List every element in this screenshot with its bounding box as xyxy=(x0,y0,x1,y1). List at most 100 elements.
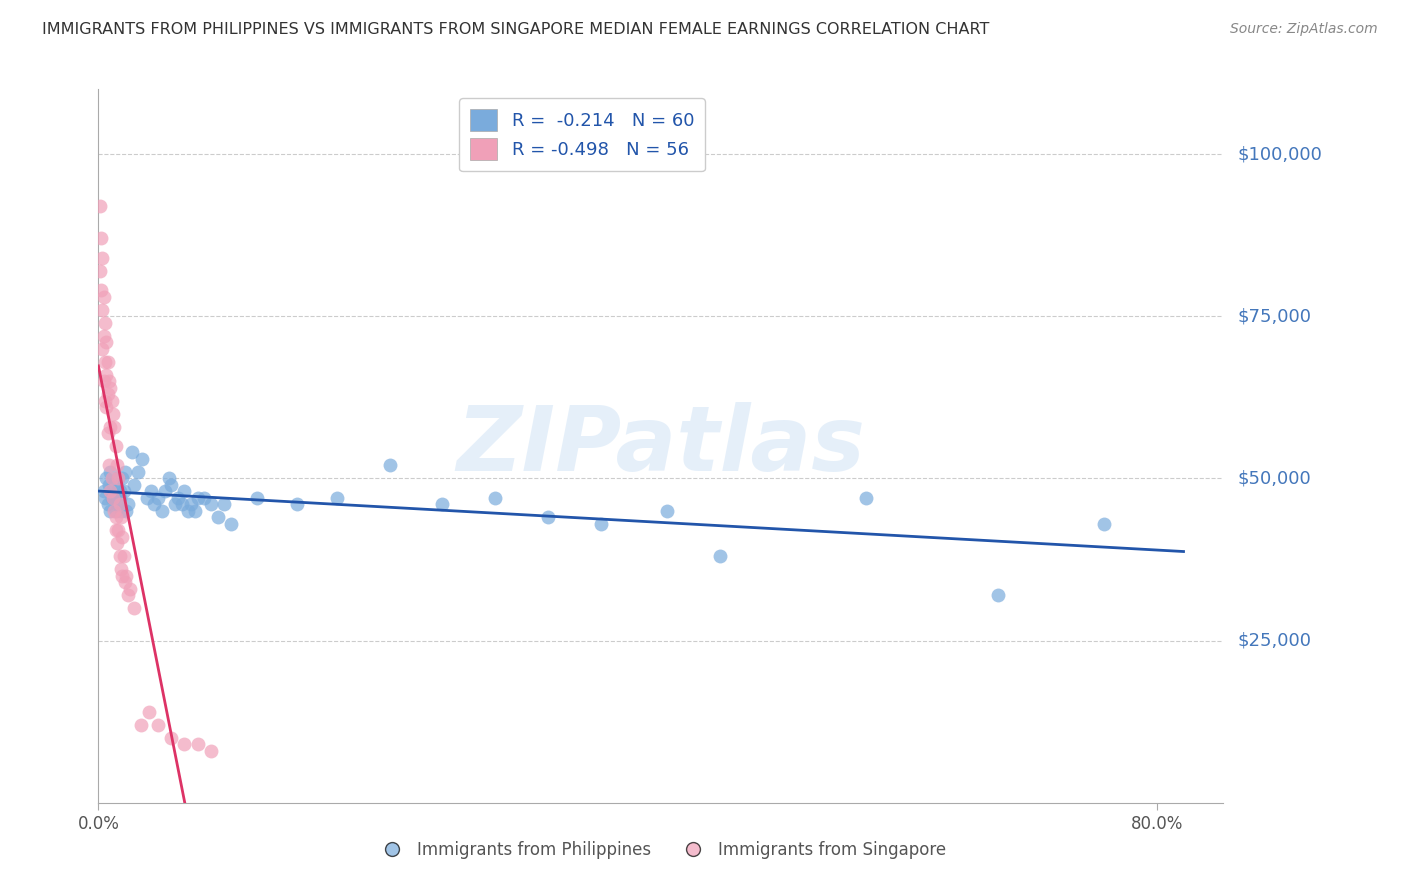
Point xyxy=(111,568,134,582)
Point xyxy=(173,738,195,752)
Point xyxy=(131,452,153,467)
Point xyxy=(285,497,308,511)
Text: ZIPatlas: ZIPatlas xyxy=(457,402,865,490)
Point xyxy=(103,504,125,518)
Point xyxy=(115,504,138,518)
Point xyxy=(90,283,112,297)
Point xyxy=(200,744,222,758)
Point xyxy=(141,484,163,499)
Point xyxy=(93,328,115,343)
Point xyxy=(101,491,124,505)
Point xyxy=(100,491,122,505)
Point xyxy=(110,510,132,524)
Point xyxy=(117,588,139,602)
Point xyxy=(98,458,121,473)
Point xyxy=(94,316,117,330)
Point xyxy=(103,491,125,505)
Point xyxy=(187,491,209,505)
Point xyxy=(143,497,166,511)
Point xyxy=(173,484,195,499)
Point xyxy=(378,458,401,473)
Point xyxy=(855,491,877,505)
Point xyxy=(537,510,560,524)
Point xyxy=(97,354,120,368)
Point xyxy=(207,510,229,524)
Point xyxy=(89,264,111,278)
Point xyxy=(89,199,111,213)
Point xyxy=(200,497,222,511)
Point xyxy=(111,530,134,544)
Point xyxy=(91,251,114,265)
Point xyxy=(138,705,160,719)
Point xyxy=(108,549,131,564)
Point xyxy=(107,497,129,511)
Point xyxy=(100,393,122,408)
Point xyxy=(98,478,121,492)
Text: $75,000: $75,000 xyxy=(1237,307,1312,326)
Point xyxy=(98,419,121,434)
Point xyxy=(165,497,187,511)
Point xyxy=(101,478,124,492)
Point xyxy=(108,497,131,511)
Point xyxy=(98,504,121,518)
Point xyxy=(129,718,152,732)
Point xyxy=(100,471,122,485)
Point xyxy=(146,491,169,505)
Point xyxy=(122,478,145,492)
Text: $100,000: $100,000 xyxy=(1237,145,1322,163)
Point xyxy=(212,497,235,511)
Point xyxy=(709,549,731,564)
Point xyxy=(177,504,200,518)
Point xyxy=(114,465,136,479)
Point xyxy=(219,516,242,531)
Point xyxy=(166,491,188,505)
Point xyxy=(484,491,506,505)
Point xyxy=(112,484,135,499)
Legend: Immigrants from Philippines, Immigrants from Singapore: Immigrants from Philippines, Immigrants … xyxy=(368,835,953,866)
Point xyxy=(120,582,142,596)
Point xyxy=(107,471,129,485)
Point xyxy=(150,504,173,518)
Point xyxy=(193,491,215,505)
Point xyxy=(127,465,149,479)
Point xyxy=(104,510,127,524)
Point xyxy=(117,497,139,511)
Point xyxy=(591,516,613,531)
Point xyxy=(987,588,1010,602)
Point xyxy=(103,419,125,434)
Point xyxy=(90,231,112,245)
Point xyxy=(93,374,115,388)
Point xyxy=(432,497,454,511)
Point xyxy=(170,497,193,511)
Point xyxy=(94,491,117,505)
Point xyxy=(160,731,183,745)
Point xyxy=(114,575,136,590)
Point xyxy=(105,484,128,499)
Point xyxy=(110,504,132,518)
Point xyxy=(246,491,269,505)
Point xyxy=(94,393,117,408)
Point xyxy=(91,342,114,356)
Point xyxy=(105,458,128,473)
Point xyxy=(105,536,128,550)
Point xyxy=(98,465,121,479)
Point xyxy=(122,601,145,615)
Point xyxy=(101,407,124,421)
Point xyxy=(1092,516,1115,531)
Point xyxy=(325,491,347,505)
Point xyxy=(108,484,131,499)
Point xyxy=(104,524,127,538)
Point xyxy=(104,504,127,518)
Text: $25,000: $25,000 xyxy=(1237,632,1312,649)
Point xyxy=(91,302,114,317)
Point xyxy=(98,484,121,499)
Point xyxy=(110,562,132,576)
Point xyxy=(93,484,115,499)
Point xyxy=(180,497,202,511)
Point xyxy=(657,504,679,518)
Point xyxy=(96,335,118,350)
Point xyxy=(107,471,129,485)
Point xyxy=(97,387,120,401)
Point xyxy=(94,354,117,368)
Point xyxy=(98,381,121,395)
